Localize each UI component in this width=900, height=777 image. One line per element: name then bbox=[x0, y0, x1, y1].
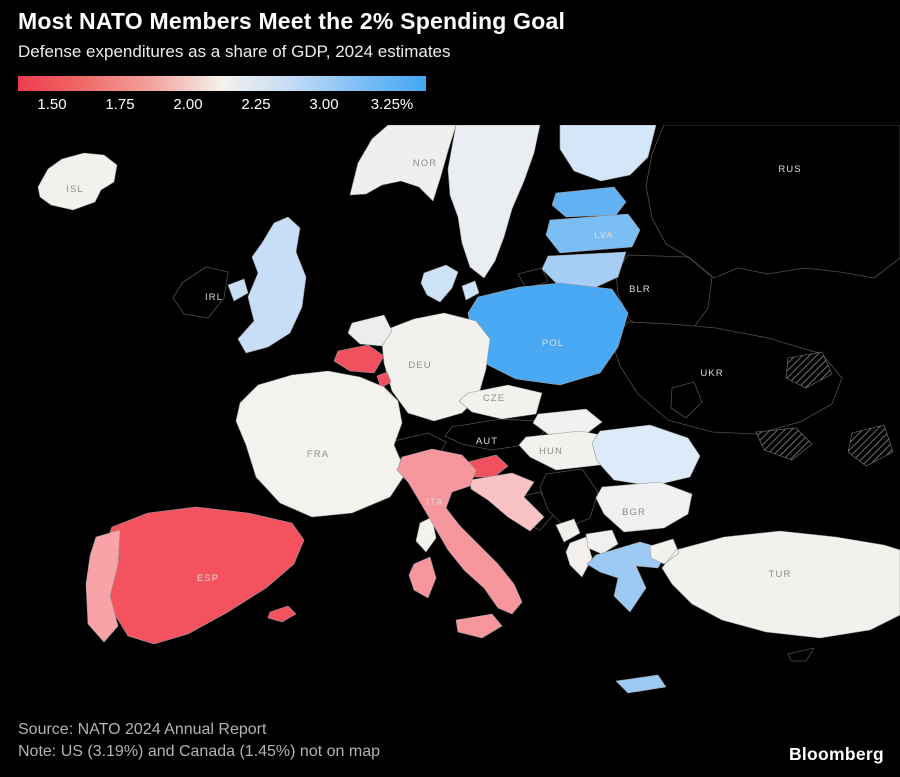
country-bulgaria bbox=[595, 481, 693, 533]
legend-tick-6: 3.25% bbox=[370, 96, 414, 113]
country-czech-republic bbox=[458, 384, 543, 420]
country-netherlands bbox=[347, 314, 393, 347]
legend-tick-5: 3.00 bbox=[309, 96, 339, 113]
source-line: Source: NATO 2024 Annual Report bbox=[18, 721, 267, 738]
country-label-lva: LVA bbox=[594, 230, 614, 241]
legend-tick-2: 1.75 bbox=[105, 96, 135, 113]
country-albania bbox=[565, 536, 593, 578]
country-label-nor: NOR bbox=[413, 158, 437, 169]
country-label-hun: HUN bbox=[539, 446, 563, 457]
country-north-macedonia bbox=[585, 529, 619, 555]
note-line: Note: US (3.19%) and Canada (1.45%) not … bbox=[18, 743, 380, 760]
europe-choropleth-map: ISL NOR RUS IRL LVA BLR POL DEU UKR CZE … bbox=[37, 125, 900, 694]
country-label-rus: RUS bbox=[778, 164, 801, 175]
country-slovakia bbox=[532, 408, 603, 435]
country-label-pol: POL bbox=[542, 338, 564, 349]
country-finland bbox=[559, 125, 657, 182]
country-sweden bbox=[447, 125, 541, 279]
country-italy bbox=[396, 448, 523, 639]
country-estonia bbox=[551, 186, 627, 218]
country-portugal bbox=[85, 529, 121, 643]
country-russia-kaliningrad bbox=[517, 267, 549, 289]
country-serbia bbox=[539, 468, 599, 529]
country-label-esp: ESP bbox=[197, 573, 219, 584]
hatched-area-crimea bbox=[755, 427, 813, 461]
country-turkey bbox=[649, 530, 900, 639]
country-label-aut: AUT bbox=[476, 436, 498, 447]
hatched-area-black-sea-coast bbox=[847, 424, 894, 467]
chart-header: Most NATO Members Meet the 2% Spending G… bbox=[18, 8, 878, 62]
country-poland bbox=[467, 282, 629, 386]
chart-subtitle: Defense expenditures as a share of GDP, … bbox=[18, 41, 451, 61]
country-romania bbox=[591, 424, 701, 487]
country-label-ukr: UKR bbox=[700, 368, 723, 379]
country-label-ita: ITA bbox=[426, 497, 443, 508]
country-cyprus bbox=[787, 647, 815, 662]
chart-title: Most NATO Members Meet the 2% Spending G… bbox=[18, 8, 566, 34]
country-belgium bbox=[333, 344, 385, 374]
color-scale-legend: 1.50 1.75 2.00 2.25 3.00 3.25% bbox=[18, 76, 426, 113]
hatched-area-east-ukraine bbox=[785, 351, 833, 389]
country-greece bbox=[586, 541, 669, 694]
country-label-irl: IRL bbox=[205, 292, 223, 303]
country-label-blr: BLR bbox=[629, 284, 651, 295]
country-ireland bbox=[172, 266, 229, 319]
legend-tick-4: 2.25 bbox=[241, 96, 271, 113]
country-label-bgr: BGR bbox=[622, 507, 646, 518]
country-label-isl: ISL bbox=[66, 184, 84, 195]
legend-tick-1: 1.50 bbox=[37, 96, 67, 113]
country-label-fra: FRA bbox=[307, 449, 329, 460]
country-denmark bbox=[420, 264, 480, 303]
country-luxembourg bbox=[376, 371, 392, 389]
country-ukraine bbox=[611, 321, 843, 435]
legend-tick-3: 2.00 bbox=[173, 96, 203, 113]
country-croatia bbox=[469, 472, 545, 532]
country-latvia bbox=[545, 213, 641, 254]
country-montenegro bbox=[555, 518, 581, 543]
country-norway bbox=[349, 125, 457, 202]
country-label-deu: DEU bbox=[408, 360, 431, 371]
country-moldova bbox=[670, 381, 703, 419]
country-united-kingdom bbox=[227, 216, 307, 354]
country-iceland bbox=[37, 152, 118, 211]
color-gradient-bar bbox=[18, 76, 426, 91]
country-russia bbox=[645, 125, 900, 279]
legend-tick-labels: 1.50 1.75 2.00 2.25 3.00 3.25% bbox=[18, 96, 426, 113]
bloomberg-logo: Bloomberg bbox=[788, 744, 884, 764]
country-label-cze: CZE bbox=[483, 393, 505, 404]
country-label-tur: TUR bbox=[769, 569, 792, 580]
